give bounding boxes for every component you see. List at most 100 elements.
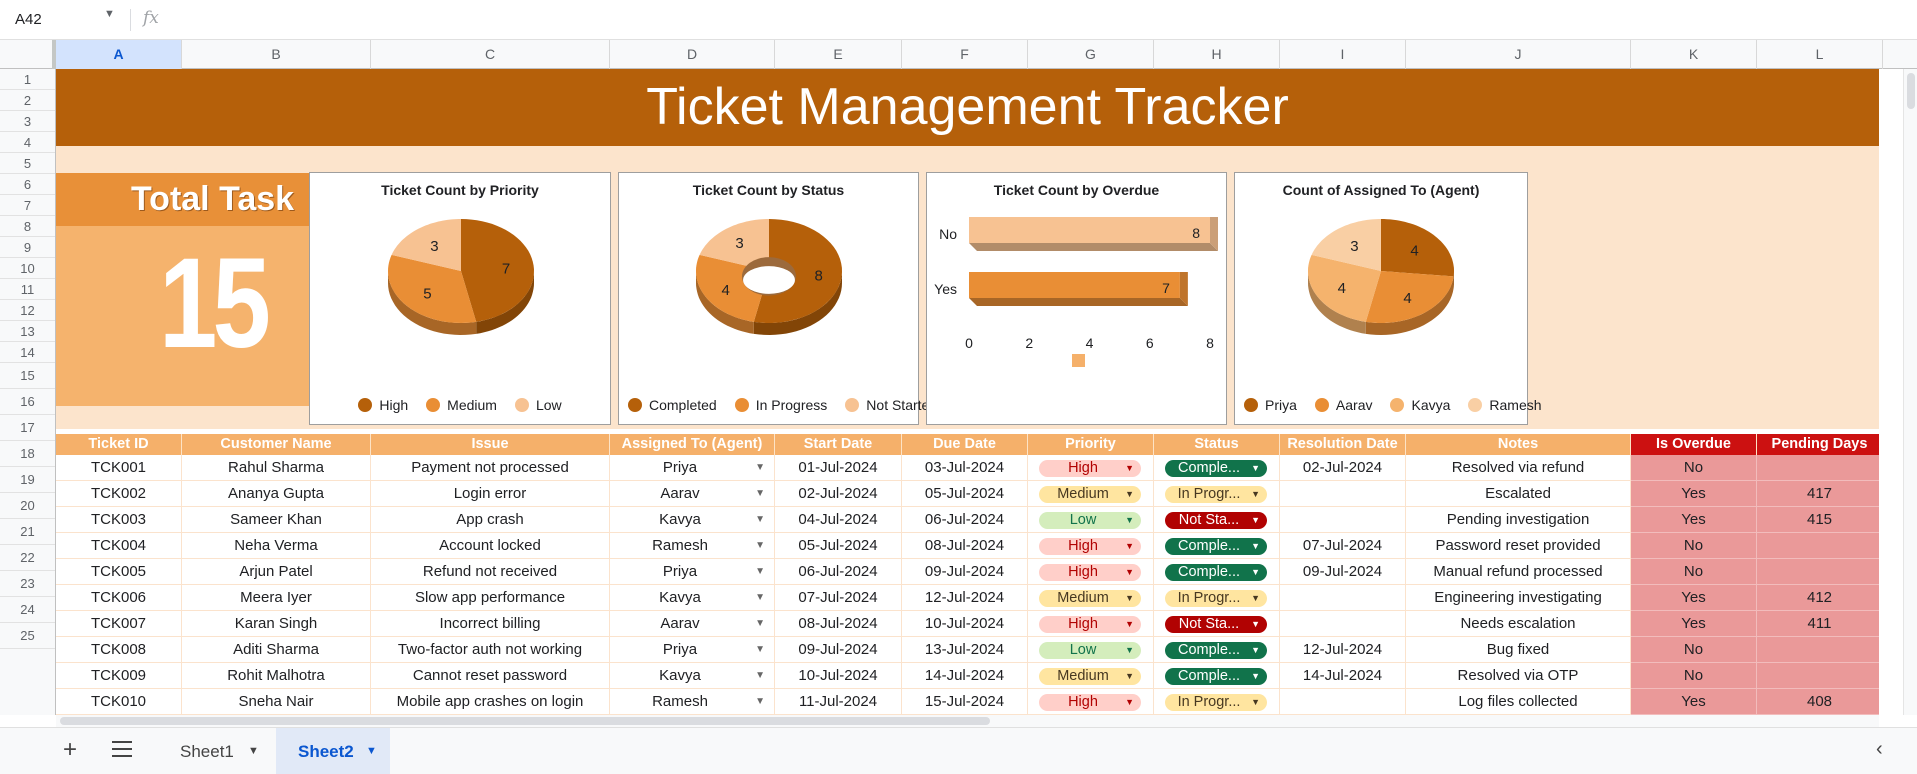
row-header[interactable]: 18: [0, 441, 55, 467]
column-header-g[interactable]: G: [1028, 40, 1154, 69]
overdue-cell[interactable]: No: [1631, 455, 1757, 481]
pending-cell[interactable]: [1757, 663, 1879, 689]
overdue-cell[interactable]: Yes: [1631, 481, 1757, 507]
overdue-cell[interactable]: Yes: [1631, 585, 1757, 611]
due-cell[interactable]: 06-Jul-2024: [902, 507, 1028, 533]
status-chip[interactable]: Comple... ▼: [1165, 460, 1267, 477]
row-header[interactable]: 2: [0, 90, 55, 111]
status-chip[interactable]: Not Sta... ▼: [1165, 512, 1267, 529]
agent-dropdown-cell[interactable]: Ramesh ▼: [610, 689, 775, 715]
overdue-cell[interactable]: No: [1631, 637, 1757, 663]
customer-cell[interactable]: Neha Verma: [182, 533, 371, 559]
agent-dropdown-cell[interactable]: Kavya ▼: [610, 585, 775, 611]
due-cell[interactable]: 14-Jul-2024: [902, 663, 1028, 689]
row-header[interactable]: 25: [0, 623, 55, 649]
row-header[interactable]: 11: [0, 279, 55, 300]
issue-cell[interactable]: Cannot reset password: [371, 663, 610, 689]
chevron-down-icon[interactable]: ▼: [755, 618, 765, 629]
id-cell[interactable]: TCK002: [56, 481, 182, 507]
priority-chip[interactable]: High ▼: [1039, 694, 1141, 711]
status-chip[interactable]: Not Sta... ▼: [1165, 616, 1267, 633]
priority-cell[interactable]: Medium ▼: [1028, 585, 1154, 611]
start-cell[interactable]: 09-Jul-2024: [775, 637, 902, 663]
row-header[interactable]: 1: [0, 69, 55, 90]
resolution-cell[interactable]: [1280, 611, 1406, 637]
issue-cell[interactable]: Refund not received: [371, 559, 610, 585]
name-box[interactable]: A42: [15, 11, 42, 28]
row-header[interactable]: 6: [0, 174, 55, 195]
start-cell[interactable]: 02-Jul-2024: [775, 481, 902, 507]
notes-cell[interactable]: Resolved via OTP: [1406, 663, 1631, 689]
issue-cell[interactable]: Incorrect billing: [371, 611, 610, 637]
status-cell[interactable]: Comple... ▼: [1154, 533, 1280, 559]
pie-slice-ramesh[interactable]: [1311, 219, 1381, 271]
priority-cell[interactable]: Medium ▼: [1028, 663, 1154, 689]
chevron-down-icon[interactable]: ▼: [1251, 489, 1260, 499]
due-cell[interactable]: 12-Jul-2024: [902, 585, 1028, 611]
resolution-cell[interactable]: [1280, 585, 1406, 611]
row-header[interactable]: 15: [0, 363, 55, 389]
id-cell[interactable]: TCK010: [56, 689, 182, 715]
status-cell[interactable]: In Progr... ▼: [1154, 689, 1280, 715]
agent-dropdown-cell[interactable]: Kavya ▼: [610, 507, 775, 533]
priority-chip[interactable]: Low ▼: [1039, 512, 1141, 529]
status-chip[interactable]: Comple... ▼: [1165, 668, 1267, 685]
pie-slice-completed[interactable]: [753, 219, 842, 323]
priority-cell[interactable]: Low ▼: [1028, 637, 1154, 663]
priority-cell[interactable]: High ▼: [1028, 455, 1154, 481]
overdue-cell[interactable]: No: [1631, 533, 1757, 559]
chevron-down-icon[interactable]: ▼: [1251, 645, 1260, 655]
agent-dropdown-cell[interactable]: Priya ▼: [610, 637, 775, 663]
menu-icon[interactable]: [112, 741, 132, 757]
sheet-tab-2[interactable]: Sheet2 ▼: [276, 728, 390, 774]
priority-cell[interactable]: High ▼: [1028, 689, 1154, 715]
sheet-tab-1[interactable]: Sheet1 ▼: [158, 728, 268, 774]
chevron-down-icon[interactable]: ▼: [1251, 567, 1260, 577]
row-header[interactable]: 10: [0, 258, 55, 279]
chevron-down-icon[interactable]: ▼: [755, 540, 765, 551]
status-cell[interactable]: In Progr... ▼: [1154, 481, 1280, 507]
horizontal-scrollbar[interactable]: [56, 715, 1879, 727]
chevron-down-icon[interactable]: ▼: [1251, 515, 1260, 525]
priority-cell[interactable]: Low ▼: [1028, 507, 1154, 533]
status-cell[interactable]: Not Sta... ▼: [1154, 507, 1280, 533]
pending-cell[interactable]: 408: [1757, 689, 1879, 715]
chevron-down-icon[interactable]: ▼: [1251, 541, 1260, 551]
row-header[interactable]: 16: [0, 389, 55, 415]
column-header-k[interactable]: K: [1631, 40, 1757, 69]
start-cell[interactable]: 07-Jul-2024: [775, 585, 902, 611]
overdue-cell[interactable]: Yes: [1631, 689, 1757, 715]
priority-cell[interactable]: High ▼: [1028, 533, 1154, 559]
row-header[interactable]: 17: [0, 415, 55, 441]
chevron-down-icon[interactable]: ▼: [1251, 697, 1260, 707]
chevron-down-icon[interactable]: ▼: [104, 8, 115, 20]
id-cell[interactable]: TCK007: [56, 611, 182, 637]
select-all-corner[interactable]: [0, 40, 56, 69]
id-cell[interactable]: TCK001: [56, 455, 182, 481]
pie-slice-high[interactable]: [461, 219, 534, 322]
row-header[interactable]: 23: [0, 571, 55, 597]
resolution-cell[interactable]: [1280, 507, 1406, 533]
row-header[interactable]: 9: [0, 237, 55, 258]
priority-cell[interactable]: Medium ▼: [1028, 481, 1154, 507]
chevron-left-icon[interactable]: ‹: [1876, 738, 1883, 760]
overdue-cell[interactable]: Yes: [1631, 507, 1757, 533]
notes-cell[interactable]: Password reset provided: [1406, 533, 1631, 559]
agent-dropdown-cell[interactable]: Aarav ▼: [610, 481, 775, 507]
customer-cell[interactable]: Rahul Sharma: [182, 455, 371, 481]
notes-cell[interactable]: Needs escalation: [1406, 611, 1631, 637]
status-chip[interactable]: In Progr... ▼: [1165, 590, 1267, 607]
due-cell[interactable]: 15-Jul-2024: [902, 689, 1028, 715]
customer-cell[interactable]: Aditi Sharma: [182, 637, 371, 663]
pie-slice-priya[interactable]: [1381, 219, 1454, 277]
pie-slice-low[interactable]: [391, 219, 461, 271]
pending-cell[interactable]: [1757, 637, 1879, 663]
column-header-c[interactable]: C: [371, 40, 610, 69]
id-cell[interactable]: TCK006: [56, 585, 182, 611]
customer-cell[interactable]: Arjun Patel: [182, 559, 371, 585]
notes-cell[interactable]: Escalated: [1406, 481, 1631, 507]
chevron-down-icon[interactable]: ▼: [1125, 671, 1134, 681]
issue-cell[interactable]: Slow app performance: [371, 585, 610, 611]
issue-cell[interactable]: Mobile app crashes on login: [371, 689, 610, 715]
status-cell[interactable]: Comple... ▼: [1154, 455, 1280, 481]
